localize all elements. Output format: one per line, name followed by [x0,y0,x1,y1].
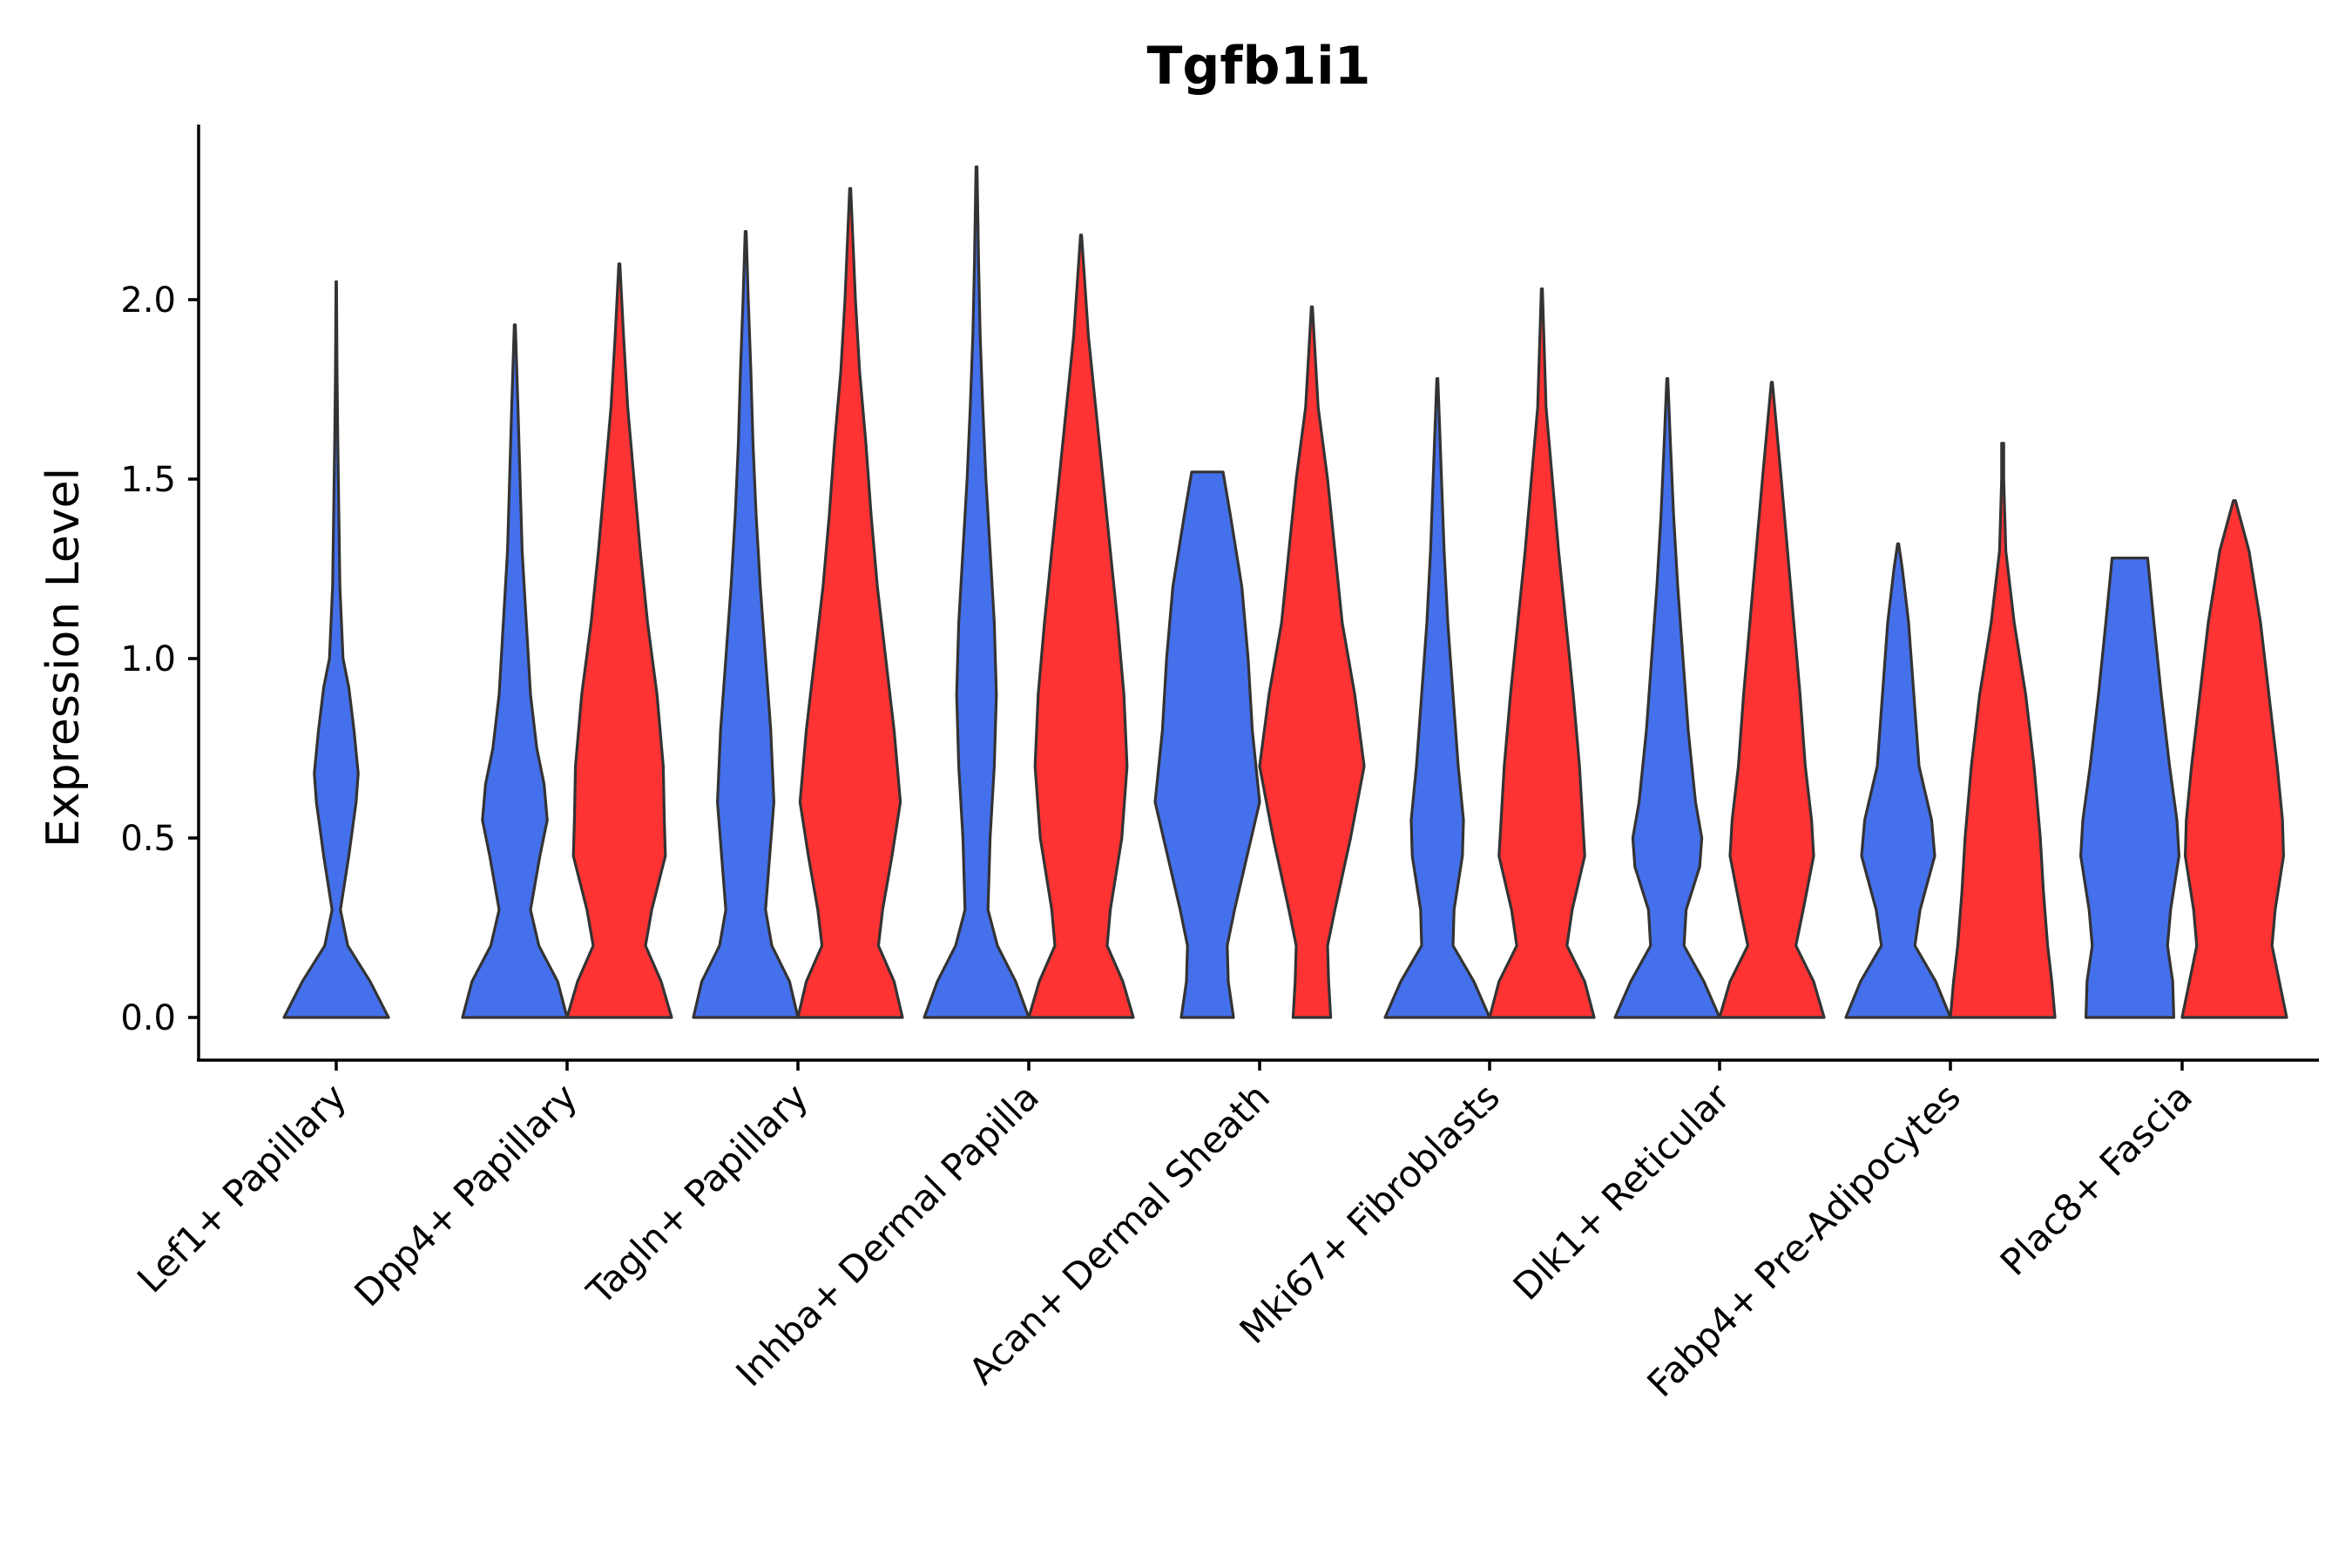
violin-1-7 [1613,377,1721,1019]
violin-1-1 [282,280,390,1019]
y-axis-label: Expression Level [37,468,90,848]
y-tick-label: 2.0 [120,280,176,321]
violin-2-3 [796,186,904,1019]
y-tick-label: 1.0 [120,639,176,679]
violin-2-8 [1949,442,2057,1019]
x-category-label: Tagln+ Papillary [578,1075,816,1313]
violin-1-6 [1383,377,1491,1019]
violin-2-5 [1258,305,1366,1019]
violin-2-2 [565,262,673,1019]
y-axis-ticks: 0.0 0.5 1.0 1.5 2.0 [120,280,199,1038]
x-category-label: Dpp4+ Papillary [346,1075,585,1315]
x-category-label: Dlk1+ Reticular [1505,1075,1739,1308]
y-tick-label: 0.5 [120,819,176,859]
chart-title: Tgfb1i1 [1147,36,1371,97]
violin-2-9 [2180,499,2288,1019]
x-category-label: Mki67+ Fibroblasts [1232,1075,1508,1351]
y-tick-label: 0.0 [120,998,176,1038]
violin-1-2 [461,323,569,1019]
violin-1-4 [923,166,1031,1019]
violin-2-7 [1718,381,1826,1019]
y-tick-label: 1.5 [120,460,176,500]
violin-2-4 [1027,233,1135,1019]
violin-1-8 [1844,542,1952,1019]
x-category-label: Lef1+ Papillary [129,1075,355,1301]
violin-2-6 [1488,287,1596,1019]
violin-1-9 [2079,557,2180,1019]
violins-layer [282,166,2288,1019]
violin-1-5 [1153,470,1261,1019]
x-category-label: Plac8+ Fascia [1992,1075,2200,1283]
violin-1-3 [692,230,800,1019]
